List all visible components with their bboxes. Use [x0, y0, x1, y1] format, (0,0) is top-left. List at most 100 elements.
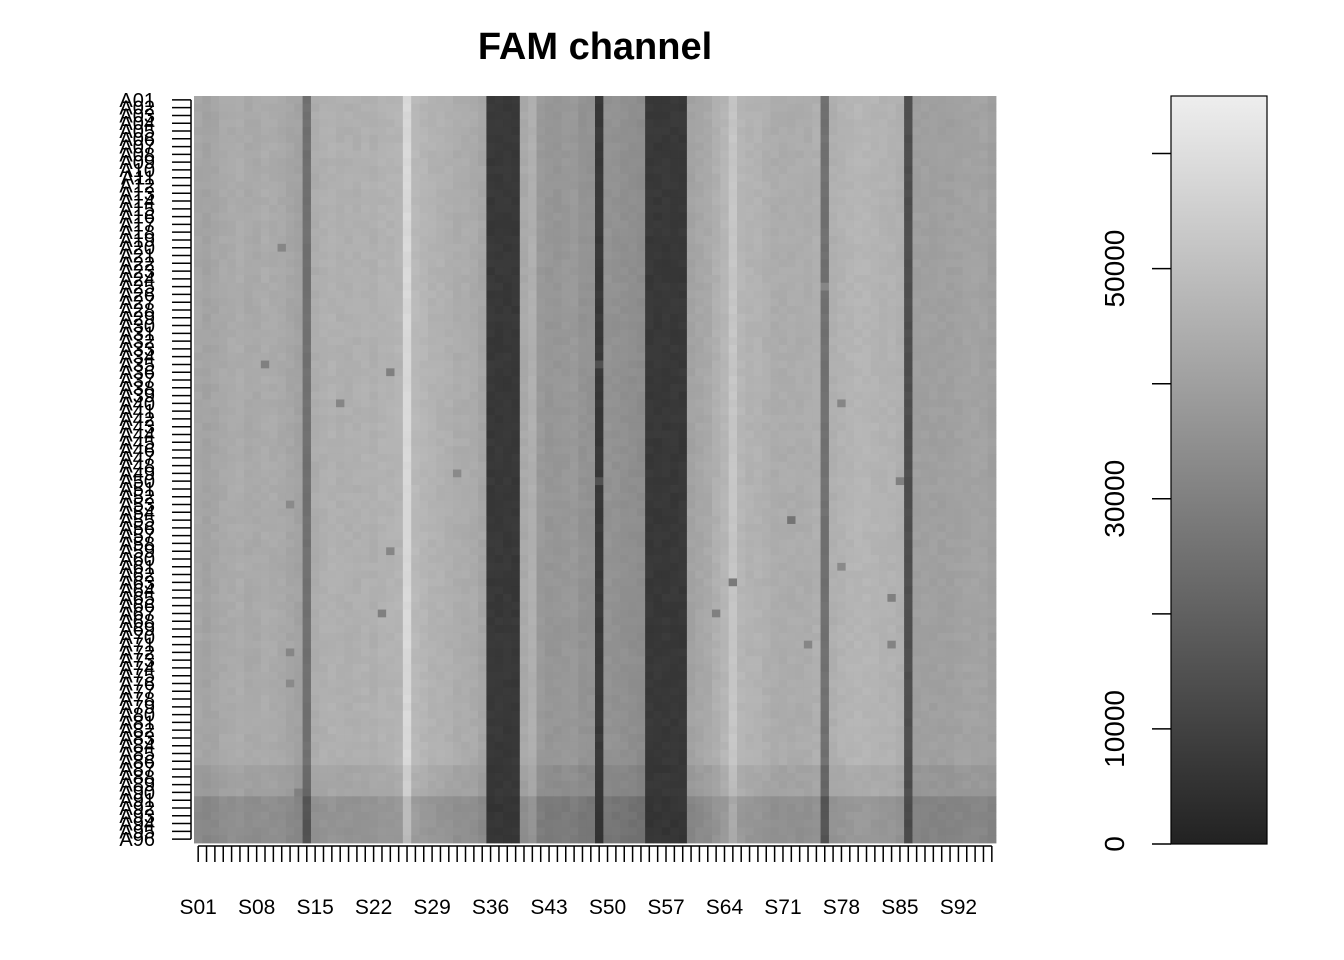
- heatmap-cell: [720, 189, 730, 198]
- heatmap-cell: [828, 243, 838, 253]
- heatmap-cell: [352, 453, 362, 463]
- heatmap-cell: [745, 368, 755, 377]
- heatmap-cell: [920, 220, 930, 229]
- heatmap-cell: [427, 236, 437, 245]
- heatmap-cell: [586, 477, 596, 486]
- heatmap-cell: [536, 415, 546, 424]
- heatmap-cell: [603, 290, 613, 299]
- heatmap-cell: [945, 173, 955, 182]
- heatmap-cell: [762, 383, 771, 393]
- heatmap-cell: [319, 352, 329, 361]
- heatmap-cell: [720, 103, 730, 112]
- heatmap-cell: [636, 282, 646, 291]
- heatmap-cell: [519, 477, 529, 486]
- heatmap-cell: [895, 290, 905, 299]
- heatmap-cell: [661, 485, 671, 494]
- heatmap-cell: [310, 337, 320, 346]
- heatmap-cell: [837, 243, 847, 253]
- heatmap-cell: [820, 430, 830, 439]
- heatmap-cell: [269, 274, 278, 284]
- heatmap-cell: [427, 430, 437, 439]
- heatmap-cell: [536, 158, 546, 167]
- heatmap-cell: [920, 461, 930, 470]
- heatmap-cell: [979, 181, 989, 190]
- heatmap-cell: [695, 383, 704, 393]
- heatmap-cell: [628, 274, 638, 284]
- heatmap-cell: [645, 329, 654, 338]
- heatmap-cell: [578, 477, 588, 486]
- heatmap-cell: [611, 485, 621, 494]
- heatmap-cell: [344, 352, 354, 361]
- heatmap-cell: [812, 259, 821, 268]
- heatmap-cell: [436, 298, 446, 307]
- heatmap-cell: [595, 251, 604, 260]
- heatmap-cell: [653, 259, 663, 268]
- heatmap-cell: [845, 103, 855, 112]
- heatmap-cell: [661, 181, 671, 190]
- heatmap-cell: [210, 267, 220, 276]
- heatmap-cell: [227, 337, 237, 346]
- heatmap-cell: [294, 415, 303, 424]
- heatmap-cell: [427, 212, 437, 221]
- heatmap-cell: [887, 96, 897, 105]
- heatmap-cell: [745, 492, 755, 502]
- heatmap-cell: [653, 267, 663, 276]
- heatmap-cell: [837, 96, 847, 105]
- heatmap-cell: [528, 173, 537, 182]
- heatmap-cell: [686, 422, 696, 431]
- heatmap-cell: [720, 477, 730, 486]
- heatmap-cell: [870, 313, 880, 323]
- heatmap-cell: [611, 96, 621, 105]
- heatmap-cell: [770, 173, 780, 182]
- heatmap-cell: [745, 189, 755, 198]
- heatmap-cell: [904, 228, 913, 237]
- heatmap-cell: [386, 461, 395, 470]
- heatmap-cell: [904, 422, 913, 431]
- heatmap-cell: [202, 251, 212, 260]
- heatmap-cell: [519, 329, 529, 338]
- heatmap-cell: [879, 469, 888, 478]
- heatmap-cell: [837, 197, 847, 206]
- heatmap-cell: [879, 134, 888, 144]
- heatmap-cell: [553, 204, 562, 214]
- heatmap-cell: [929, 407, 938, 416]
- heatmap-cell: [361, 197, 370, 206]
- heatmap-cell: [586, 337, 596, 346]
- heatmap-cell: [828, 282, 838, 291]
- heatmap-cell: [194, 243, 203, 253]
- heatmap-cell: [620, 446, 629, 455]
- heatmap-cell: [962, 453, 972, 463]
- heatmap-cell: [586, 298, 596, 307]
- heatmap-cell: [452, 111, 462, 120]
- heatmap-cell: [728, 181, 738, 190]
- heatmap-cell: [661, 360, 671, 369]
- heatmap-cell: [820, 220, 830, 229]
- heatmap-cell: [895, 368, 905, 377]
- heatmap-cell: [711, 158, 721, 167]
- heatmap-cell: [369, 383, 379, 393]
- heatmap-cell: [553, 321, 562, 330]
- heatmap-cell: [411, 313, 420, 323]
- heatmap-cell: [327, 103, 337, 112]
- heatmap-cell: [494, 267, 504, 276]
- heatmap-cell: [561, 376, 571, 385]
- heatmap-cell: [244, 461, 253, 470]
- heatmap-cell: [820, 181, 830, 190]
- heatmap-cell: [361, 228, 370, 237]
- heatmap-cell: [895, 399, 905, 408]
- heatmap-cell: [845, 329, 855, 338]
- heatmap-cell: [219, 290, 228, 299]
- heatmap-cell: [812, 352, 821, 361]
- heatmap-cell: [753, 96, 763, 105]
- heatmap-cell: [720, 267, 730, 276]
- heatmap-cell: [369, 197, 379, 206]
- heatmap-cell: [260, 158, 270, 167]
- heatmap-cell: [636, 306, 646, 315]
- heatmap-cell: [202, 407, 212, 416]
- heatmap-cell: [586, 438, 596, 447]
- heatmap-cell: [620, 391, 629, 400]
- heatmap-cell: [244, 477, 253, 486]
- heatmap-cell: [561, 329, 571, 338]
- heatmap-cell: [386, 329, 395, 338]
- heatmap-cell: [853, 329, 863, 338]
